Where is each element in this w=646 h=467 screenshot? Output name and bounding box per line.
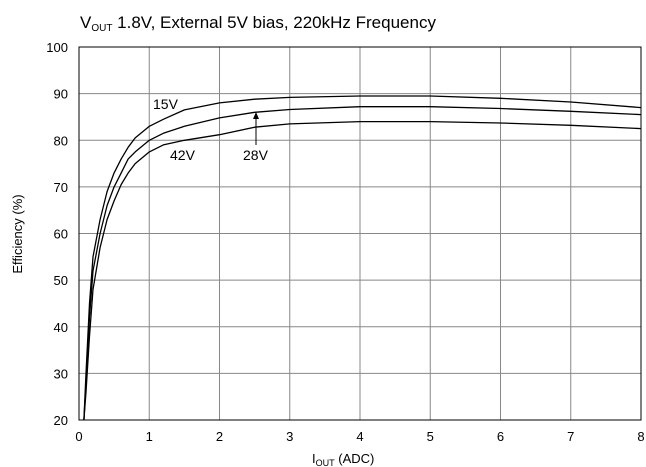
y-tick-label: 80: [54, 133, 68, 148]
y-tick-labels: 20 30 40 50 60 70 80 90 100: [46, 40, 68, 428]
y-tick-label: 100: [46, 40, 68, 55]
chart-title-sub: OUT: [91, 23, 112, 34]
x-tick-label: 6: [497, 429, 504, 444]
annotation-15v: 15V: [153, 96, 179, 112]
annotation-42v: 42V: [170, 147, 196, 163]
x-axis-label-main: I: [312, 451, 316, 466]
y-tick-label: 70: [54, 180, 68, 195]
x-tick-labels: 0 1 2 3 4 5 6 7 8: [75, 429, 644, 444]
series-lines: [83, 95, 642, 421]
x-tick-label: 4: [356, 429, 363, 444]
x-tick-label: 5: [427, 429, 434, 444]
x-tick-label: 1: [146, 429, 153, 444]
y-tick-label: 40: [54, 320, 68, 335]
y-tick-label: 50: [54, 273, 68, 288]
x-axis-label-rest: (ADC): [335, 451, 375, 466]
x-axis-label-sub: OUT: [316, 458, 336, 467]
chart-title-rest: 1.8V, External 5V bias, 220kHz Frequency: [112, 13, 436, 32]
x-tick-label: 2: [216, 429, 223, 444]
y-tick-label: 90: [54, 87, 68, 102]
annotation-28v: 28V: [243, 147, 269, 163]
x-tick-label: 8: [637, 429, 644, 444]
x-tick-label: 7: [567, 429, 574, 444]
chart-title: VOUT 1.8V, External 5V bias, 220kHz Freq…: [80, 13, 436, 34]
y-tick-label: 30: [54, 366, 68, 381]
y-tick-label: 60: [54, 227, 68, 242]
y-axis-label: Efficiency (%): [10, 194, 25, 273]
annotation-28v-arrowhead: [253, 112, 259, 119]
series-line-15v: [83, 95, 642, 421]
x-axis-label: IOUT (ADC): [312, 451, 374, 467]
x-tick-label: 0: [75, 429, 82, 444]
y-tick-label: 20: [54, 413, 68, 428]
series-line-28v: [83, 106, 642, 421]
plot-frame: [78, 46, 642, 421]
series-line-42v: [83, 120, 642, 421]
x-tick-label: 3: [286, 429, 293, 444]
grid-lines: [79, 47, 641, 420]
chart-title-main: V: [80, 13, 92, 32]
